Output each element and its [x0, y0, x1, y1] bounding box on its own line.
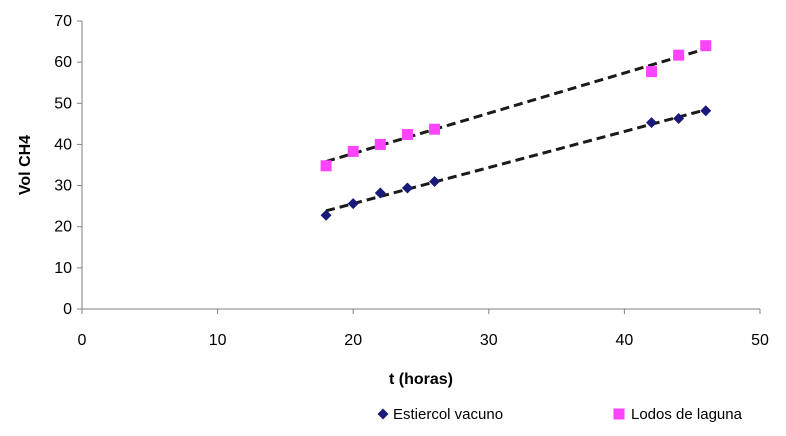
data-markers: [320, 40, 712, 221]
y-tick-label: 60: [54, 54, 72, 71]
y-tick-label: 0: [63, 301, 72, 318]
data-point-series-2: [673, 49, 685, 61]
data-point-series-2: [429, 123, 441, 135]
y-tick-label: 30: [54, 178, 72, 195]
legend: Estiercol vacuno Lodos de laguna: [377, 406, 743, 423]
data-point-series-1: [347, 198, 359, 210]
trendline-series-1: [325, 108, 707, 213]
data-point-series-2: [374, 138, 386, 150]
x-tick-label: 40: [616, 332, 634, 349]
x-tick-label: 0: [78, 332, 87, 349]
x-tick-label: 50: [751, 332, 769, 349]
plot-area: 0 10 20 30 40 50 60 70 0 10 20 30 40 50: [54, 13, 769, 349]
y-tick-label: 10: [54, 260, 72, 277]
legend-label-2: Lodos de laguna: [631, 406, 743, 423]
y-tick-label: 70: [54, 13, 72, 30]
data-point-series-2: [320, 160, 332, 172]
trendlines: [325, 47, 707, 213]
x-tick-label: 20: [344, 332, 362, 349]
data-point-series-2: [401, 129, 413, 141]
data-point-series-1: [700, 105, 712, 117]
y-tick-label: 20: [54, 219, 72, 236]
y-axis-title: Vol CH4: [17, 135, 34, 195]
y-tick-label: 40: [54, 136, 72, 153]
y-tick-label: 50: [54, 95, 72, 112]
data-point-series-2: [646, 66, 658, 78]
data-point-series-1: [646, 117, 658, 129]
data-point-series-2: [700, 40, 712, 52]
data-point-series-1: [401, 182, 413, 194]
data-point-series-2: [347, 145, 359, 157]
legend-marker-1: [377, 408, 389, 420]
x-axis-ticks: 0 10 20 30 40 50: [78, 309, 769, 349]
y-axis-ticks: 0 10 20 30 40 50 60 70: [54, 13, 82, 318]
data-point-series-1: [673, 113, 685, 125]
x-tick-label: 30: [480, 332, 498, 349]
trendline-series-2: [325, 47, 707, 163]
x-axis-title: t (horas): [389, 371, 453, 388]
data-point-series-1: [320, 209, 332, 221]
x-tick-label: 10: [209, 332, 227, 349]
legend-marker-2: [613, 408, 625, 420]
data-point-series-1: [429, 175, 441, 187]
data-point-series-1: [374, 187, 386, 199]
legend-label-1: Estiercol vacuno: [393, 406, 503, 423]
